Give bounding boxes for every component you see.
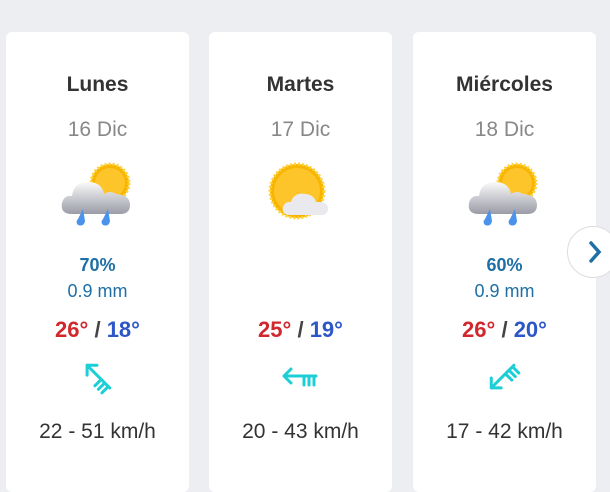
day-name: Lunes [66, 73, 129, 96]
sun-cloud-icon [261, 157, 341, 233]
temperature-range: 26° / 18° [6, 317, 189, 343]
wind-speed: 22 - 51 km/h [39, 420, 156, 443]
temp-min: 18° [106, 317, 140, 342]
day-name: Miércoles [456, 73, 553, 96]
chevron-right-icon [589, 241, 602, 263]
temp-max: 26° [55, 317, 89, 342]
wind-direction-arrow-icon [85, 363, 112, 395]
wind-direction-arrow-icon [489, 363, 521, 390]
temperature-range: 25° / 19° [209, 317, 392, 343]
day-card[interactable]: Miércoles 18 Dic 60% 0.9 mm 26° / 20° 17… [413, 32, 596, 492]
temp-max: 25° [258, 317, 292, 342]
wind-speed: 20 - 43 km/h [242, 420, 359, 443]
day-name: Martes [266, 73, 335, 96]
day-date: 18 Dic [474, 118, 535, 141]
temp-max: 26° [462, 317, 496, 342]
wind-direction-arrow-icon [282, 367, 318, 387]
precip-amount: 0.9 mm [67, 281, 128, 301]
wind-speed: 17 - 42 km/h [446, 420, 563, 443]
rain-cloud-sun-icon [58, 157, 138, 233]
precip-probability: 70% [79, 255, 116, 275]
temp-separator: / [297, 317, 304, 342]
rain-cloud-sun-icon [465, 157, 545, 233]
day-card[interactable]: Martes 17 Dic 25° / 19° 20 - 43 km/h [209, 32, 392, 492]
temp-min: 20° [513, 317, 547, 342]
day-date: 17 Dic [270, 118, 331, 141]
temperature-range: 26° / 20° [413, 317, 596, 343]
temp-separator: / [501, 317, 508, 342]
temp-separator: / [94, 317, 101, 342]
day-date: 16 Dic [67, 118, 128, 141]
day-card[interactable]: Lunes 16 Dic 70% 0.9 mm 26° / 18° 22 - 5… [6, 32, 189, 492]
precip-amount: 0.9 mm [474, 281, 535, 301]
next-button[interactable] [567, 226, 610, 278]
precip-probability: 60% [486, 255, 523, 275]
temp-min: 19° [309, 317, 343, 342]
